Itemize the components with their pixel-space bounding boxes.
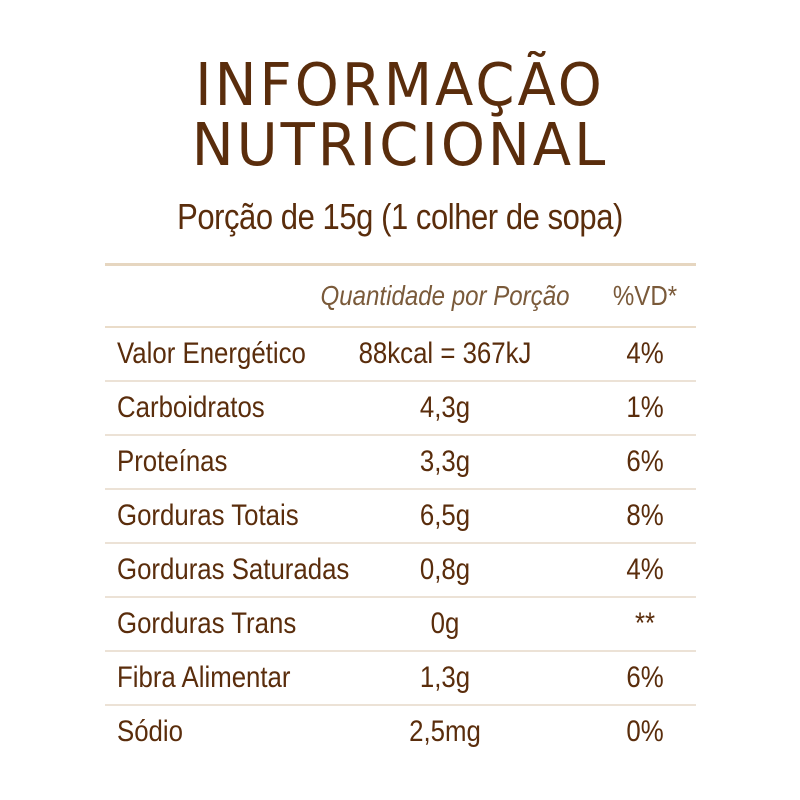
nutrient-name: Gorduras Totais [117, 499, 299, 532]
table-row: Valor Energético 88kcal = 367kJ 4% [105, 328, 696, 382]
nutrient-name: Valor Energético [117, 337, 306, 370]
table-row: Fibra Alimentar 1,3g 6% [105, 652, 696, 706]
table-header-row: Quantidade por Porção %VD* [320, 280, 678, 311]
title-line-1: INFORMAÇÃO [195, 51, 605, 120]
nutrient-name: Proteínas [117, 445, 228, 478]
table-top-rule [105, 263, 696, 266]
nutrient-name: Gorduras Saturadas [117, 553, 350, 586]
table-row: Proteínas 3,3g 6% [105, 436, 696, 490]
nutrient-name: Sódio [117, 715, 183, 748]
portion-size: Porção de 15g (1 colher de sopa) [177, 196, 623, 237]
header-rule [105, 326, 696, 328]
table-row: Gorduras Totais 6,5g 8% [105, 490, 696, 544]
table-row: Sódio 2,5mg 0% [117, 715, 664, 748]
nutrient-name: Gorduras Trans [117, 607, 297, 640]
title-line-2: NUTRICIONAL [191, 111, 609, 180]
table-row: Gorduras Saturadas 0,8g 4% [105, 544, 696, 598]
nutrient-name: Fibra Alimentar [117, 661, 291, 694]
table-row: Gorduras Trans 0g ** [105, 598, 696, 652]
nutrient-name: Carboidratos [117, 391, 265, 424]
nutrition-table: Quantidade por Porção %VD* Valor Energét… [105, 263, 696, 758]
table-row: Carboidratos 4,3g 1% [105, 382, 696, 436]
